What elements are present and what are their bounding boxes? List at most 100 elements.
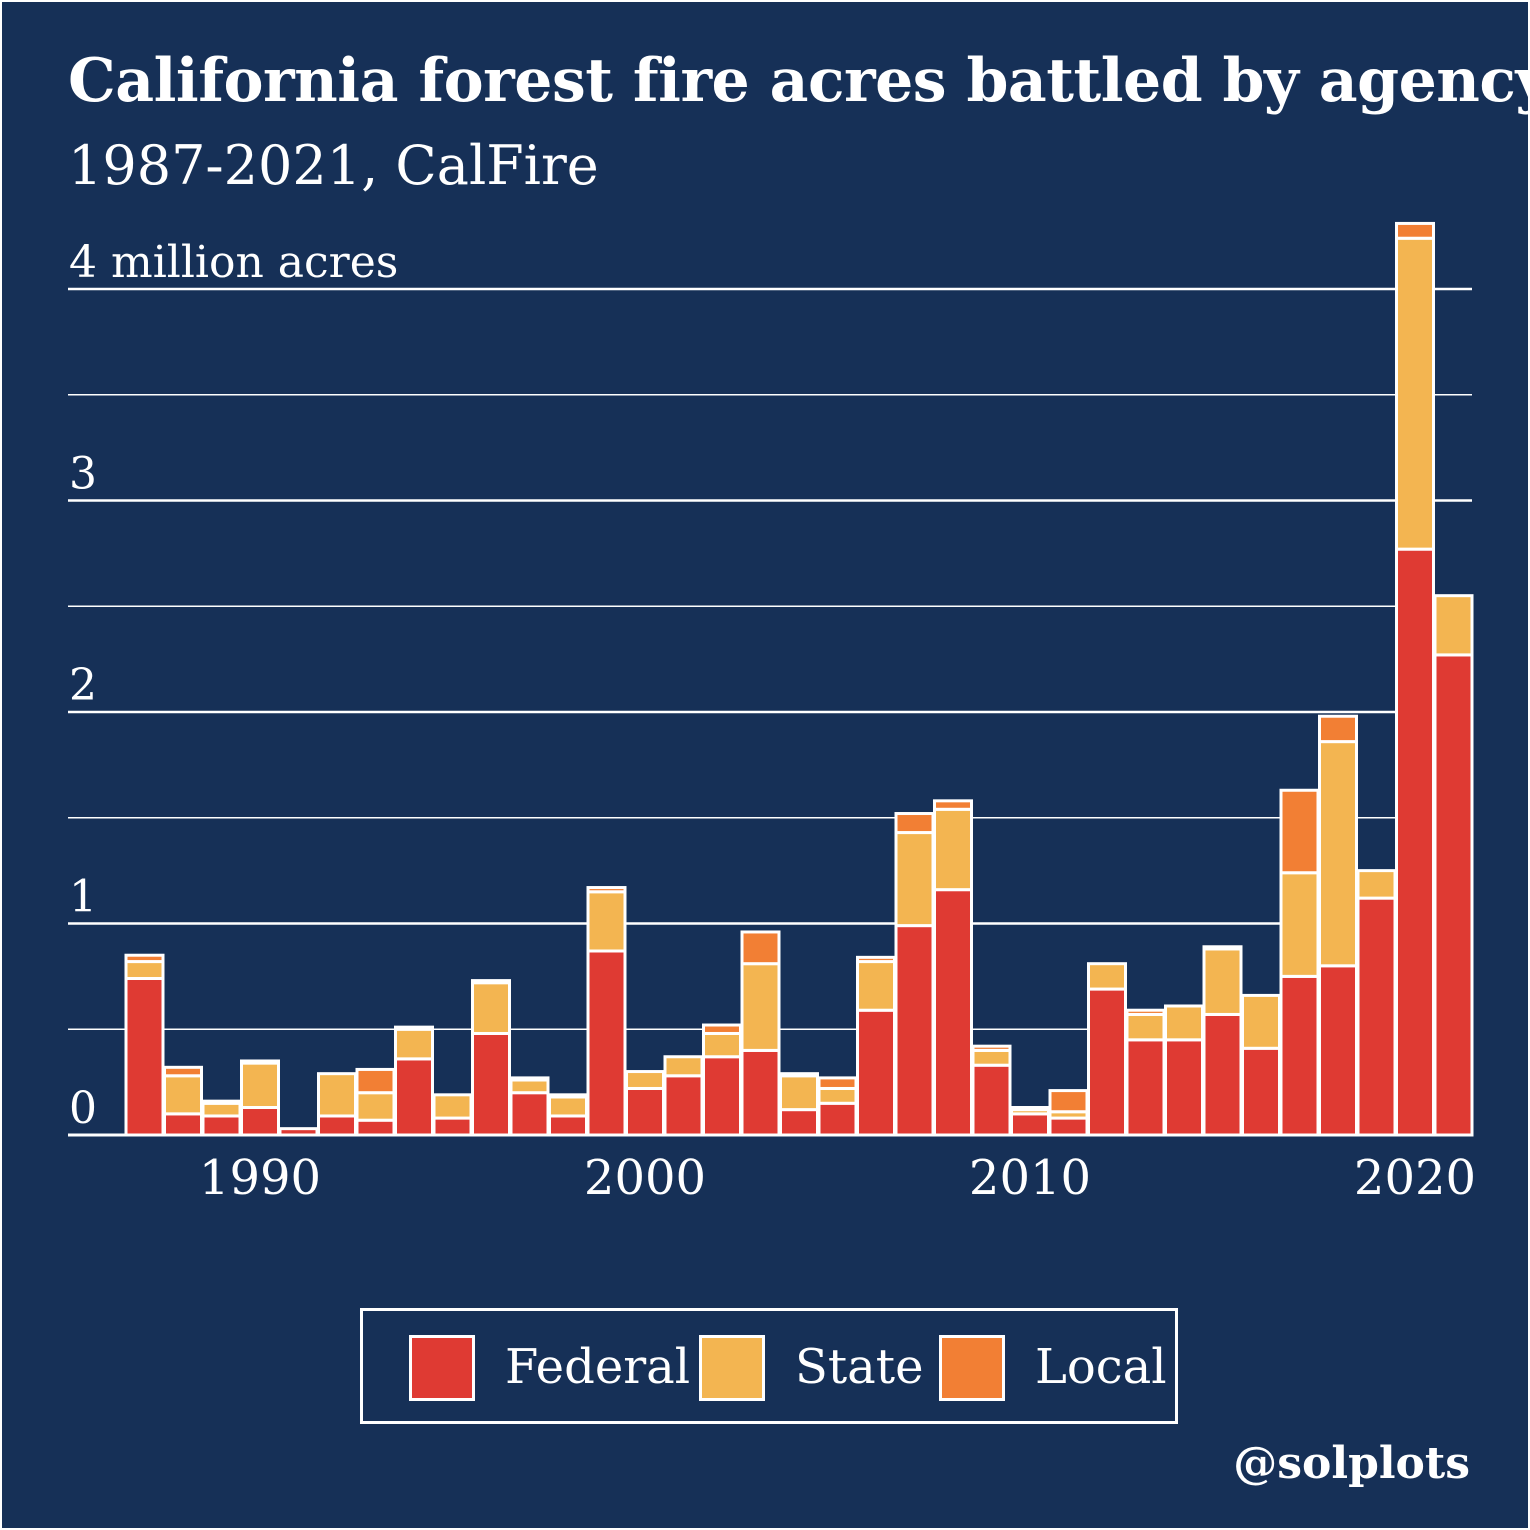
- bar-federal-2010: [1010, 1112, 1050, 1137]
- bar-state-1992: [317, 1072, 357, 1118]
- bar-local-1997: [509, 1076, 550, 1082]
- bar-state-1993: [355, 1091, 396, 1122]
- y-tick-label-1: 1: [69, 872, 97, 923]
- bar-federal-2008: [933, 888, 973, 1137]
- bar-local-2008: [933, 799, 973, 811]
- x-tick-label-1990: 1990: [199, 1150, 321, 1206]
- legend-label-federal: Federal: [505, 1339, 691, 1395]
- chart-subtitle: 1987-2021, CalFire: [68, 134, 599, 197]
- bar-federal-2015: [1202, 1012, 1243, 1137]
- bar-state-1990: [240, 1061, 280, 1110]
- bar-federal-2018: [1318, 964, 1358, 1137]
- bar-federal-1989: [201, 1114, 242, 1137]
- bar-state-1988: [163, 1074, 203, 1116]
- bar-federal-2005: [817, 1101, 858, 1137]
- bar-state-2009: [971, 1048, 1012, 1067]
- bar-state-2020: [1395, 236, 1435, 551]
- bar-federal-2007: [894, 924, 935, 1137]
- bar-state-2017: [1279, 871, 1320, 978]
- bar-federal-1988: [163, 1112, 203, 1137]
- bar-state-1994: [394, 1027, 434, 1061]
- bar-federal-1998: [548, 1114, 588, 1137]
- axis-labels: 0 1 2 3 4 million acres 1990 2000 2010 2020: [69, 237, 1476, 1206]
- y-tick-label-2: 2: [69, 660, 97, 711]
- bar-federal-2002: [702, 1055, 742, 1137]
- bars: [124, 221, 1474, 1137]
- bar-federal-2020: [1395, 547, 1435, 1137]
- bar-federal-1993: [355, 1118, 396, 1137]
- bar-state-1999: [586, 890, 627, 953]
- bar-federal-2014: [1164, 1038, 1204, 1137]
- bar-state-2007: [894, 831, 935, 928]
- bar-federal-2009: [971, 1063, 1012, 1137]
- bar-state-1989: [201, 1101, 242, 1118]
- bar-local-1994: [394, 1025, 434, 1031]
- bar-state-2021: [1433, 594, 1474, 657]
- y-tick-label-4: 4 million acres: [69, 237, 398, 288]
- bar-local-2004: [779, 1072, 819, 1078]
- bar-state-1995: [432, 1093, 473, 1120]
- bar-state-2000: [625, 1070, 665, 1090]
- bar-state-2003: [740, 962, 781, 1052]
- bar-federal-2003: [740, 1048, 781, 1137]
- bar-local-2003: [740, 930, 781, 966]
- bar-local-2011: [1048, 1089, 1089, 1114]
- bar-state-1987: [124, 960, 165, 980]
- bar-federal-2013: [1125, 1038, 1166, 1137]
- bar-federal-1995: [432, 1116, 473, 1137]
- x-tick-label-2000: 2000: [584, 1150, 706, 1206]
- bar-state-1997: [509, 1078, 550, 1095]
- bar-local-2015: [1202, 945, 1243, 951]
- credit-handle: @solplots: [1233, 1438, 1470, 1489]
- bar-state-2013: [1125, 1012, 1166, 1042]
- x-tick-label-2020: 2020: [1354, 1150, 1476, 1206]
- bar-local-1996: [471, 979, 511, 985]
- chart-title: California forest fire acres battled by …: [68, 46, 1530, 116]
- bar-federal-1996: [471, 1031, 511, 1137]
- bar-state-2014: [1164, 1004, 1204, 1042]
- bar-local-2017: [1279, 788, 1320, 875]
- bar-federal-2012: [1087, 987, 1127, 1137]
- bar-federal-1994: [394, 1057, 434, 1137]
- bar-federal-2001: [663, 1074, 704, 1137]
- bar-state-2018: [1318, 740, 1358, 968]
- legend-swatch-federal: [409, 1335, 475, 1401]
- legend-label-local: Local: [1035, 1339, 1167, 1395]
- bar-local-2002: [702, 1023, 742, 1035]
- bar-local-2018: [1318, 714, 1358, 744]
- bar-local-2005: [817, 1076, 858, 1090]
- bar-federal-2017: [1279, 974, 1320, 1137]
- bar-local-1987: [124, 953, 165, 964]
- y-tick-label-3: 3: [69, 449, 97, 500]
- bar-local-1993: [355, 1067, 396, 1095]
- bar-federal-2006: [856, 1008, 896, 1137]
- bar-local-1998: [548, 1093, 588, 1099]
- bar-state-1996: [471, 981, 511, 1035]
- bar-state-2008: [933, 807, 973, 892]
- bar-federal-2019: [1356, 896, 1397, 1137]
- bar-local-2013: [1125, 1008, 1166, 1016]
- bar-federal-2011: [1048, 1116, 1089, 1137]
- bar-state-2012: [1087, 962, 1127, 991]
- bar-local-1988: [163, 1065, 203, 1078]
- bar-local-1990: [240, 1059, 280, 1065]
- bar-state-2016: [1241, 993, 1281, 1050]
- y-tick-label-0: 0: [69, 1083, 97, 1134]
- bar-state-2002: [702, 1031, 742, 1059]
- bar-state-2004: [779, 1074, 819, 1112]
- legend-swatch-local: [939, 1335, 1005, 1401]
- legend-label-state: State: [795, 1339, 924, 1395]
- bar-federal-1987: [124, 976, 165, 1137]
- bar-local-1999: [586, 886, 627, 894]
- bar-federal-1999: [586, 949, 627, 1137]
- bar-local-1989: [201, 1099, 242, 1105]
- bar-state-2015: [1202, 947, 1243, 1016]
- bar-federal-1990: [240, 1106, 280, 1137]
- bar-federal-2021: [1433, 653, 1474, 1137]
- bar-federal-2016: [1241, 1046, 1281, 1137]
- bar-local-2010: [1010, 1106, 1050, 1112]
- bar-state-2019: [1356, 869, 1397, 900]
- bar-federal-1992: [317, 1114, 357, 1137]
